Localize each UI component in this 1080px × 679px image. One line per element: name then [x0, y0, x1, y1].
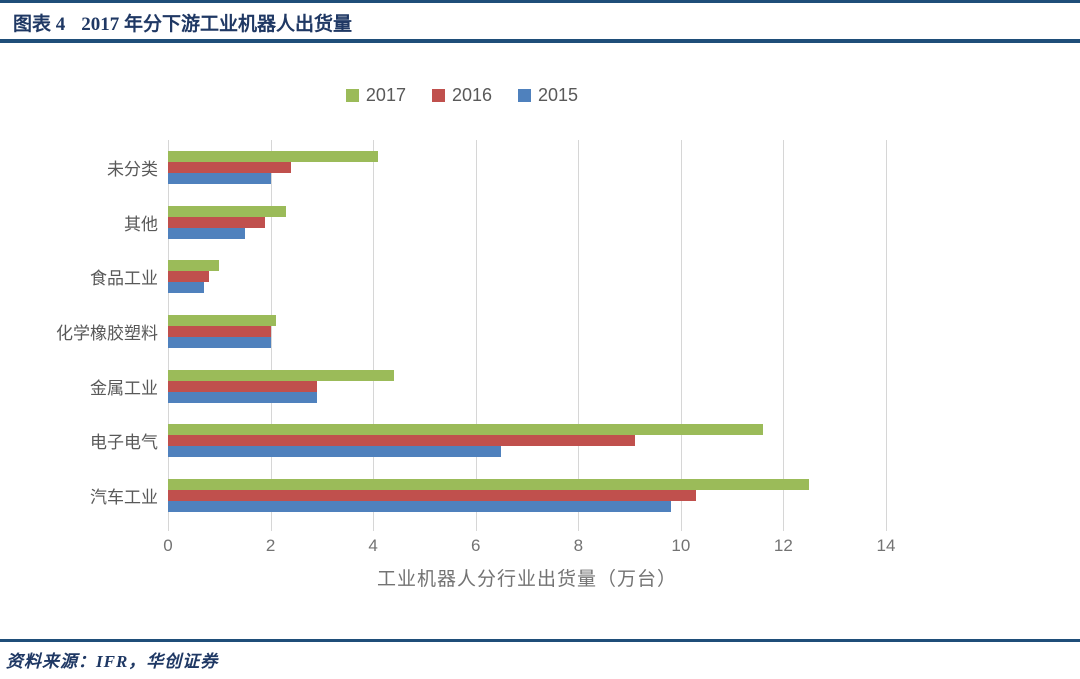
- category-label-6: 电子电气: [90, 433, 158, 453]
- footer-divider: [0, 639, 1080, 642]
- x-tick-4: 4: [368, 536, 378, 555]
- figure-title: 图表 4 2017 年分下游工业机器人出货量: [13, 9, 352, 36]
- source-note: 资料来源：IFR，华创证券: [6, 652, 219, 671]
- bar-2015-电子电气: [168, 446, 502, 458]
- bar-2017-食品工业: [168, 260, 220, 272]
- x-tick-14: 14: [876, 536, 896, 555]
- bar-2017-未分类: [168, 150, 379, 162]
- x-tick-2: 2: [265, 536, 276, 555]
- x-tick-12: 12: [773, 536, 793, 555]
- bar-2015-汽车工业: [168, 501, 671, 513]
- x-tick-8: 8: [573, 536, 584, 555]
- legend-swatch-icon: [431, 88, 445, 102]
- legend-swatch-icon: [518, 88, 532, 102]
- top-divider: [0, 0, 1080, 3]
- header-divider: [0, 39, 1080, 43]
- category-label-2: 其他: [124, 214, 158, 234]
- gridline-x-6: [475, 140, 477, 531]
- gridline-x-8: [578, 140, 580, 531]
- bar-2016-化学橡胶塑料: [168, 326, 271, 337]
- bar-2015-未分类: [168, 172, 271, 184]
- category-label-3: 食品工业: [90, 269, 158, 289]
- bar-2017-金属工业: [168, 369, 394, 381]
- bar-2015-食品工业: [168, 282, 204, 294]
- chart-legend: 2017 2016 2015: [38, 85, 886, 105]
- bar-2016-金属工业: [168, 380, 317, 392]
- gridline-x-12: [783, 140, 785, 531]
- category-label-1: 未分类: [107, 159, 158, 179]
- legend-label: 2016: [451, 84, 493, 105]
- bar-2016-汽车工业: [168, 490, 697, 502]
- legend-item-2015: 2015: [518, 85, 578, 106]
- bar-2016-食品工业: [168, 271, 209, 283]
- bar-2016-未分类: [168, 161, 292, 173]
- figure-title-text: 2017 年分下游工业机器人出货量: [81, 14, 353, 35]
- gridline-x-4: [373, 140, 375, 531]
- bar-2015-金属工业: [168, 391, 317, 403]
- x-tick-0: 0: [163, 536, 173, 555]
- bar-2015-化学橡胶塑料: [168, 337, 271, 348]
- x-axis-tick-labels: 0 2 4 6 8 10 12 14: [163, 536, 895, 558]
- legend-item-2016: 2016: [431, 84, 493, 106]
- x-axis-title: 工业机器人分行业出货量（万台）: [376, 569, 677, 590]
- bar-2016-电子电气: [168, 435, 635, 447]
- gridline-x-10: [680, 140, 682, 531]
- x-tick-10: 10: [671, 536, 691, 555]
- category-label-5: 金属工业: [90, 378, 158, 398]
- bar-2016-其他: [168, 216, 266, 228]
- bar-2017-汽车工业: [168, 479, 810, 491]
- gridline-x-14: [886, 140, 887, 531]
- legend-swatch-icon: [345, 88, 359, 102]
- bar-2017-其他: [168, 205, 286, 217]
- category-label-7: 汽车工业: [90, 488, 158, 508]
- category-label-4: 化学橡胶塑料: [56, 323, 158, 343]
- bar-2015-其他: [168, 227, 245, 239]
- x-tick-6: 6: [470, 536, 481, 555]
- legend-label: 2017: [365, 84, 406, 105]
- category-axis-labels: 未分类其他食品工业化学橡胶塑料金属工业电子电气汽车工业: [0, 140, 158, 523]
- legend-label: 2015: [538, 84, 579, 105]
- gridline-x-2: [270, 140, 272, 531]
- bar-2017-电子电气: [168, 424, 763, 436]
- plot-area: [168, 140, 887, 531]
- bar-2017-化学橡胶塑料: [168, 315, 276, 326]
- figure-number-label: 图表 4: [13, 14, 66, 35]
- legend-item-2017: 2017: [345, 84, 406, 106]
